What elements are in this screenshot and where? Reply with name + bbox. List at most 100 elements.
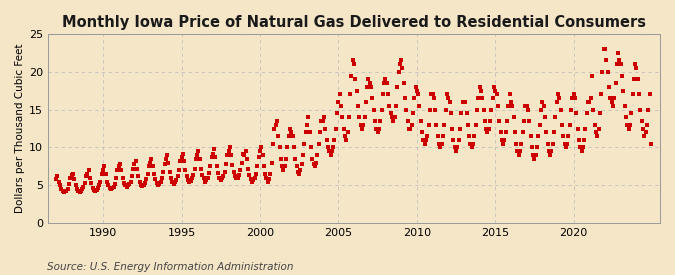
Point [132,166,142,171]
Text: Source: U.S. Energy Information Administration: Source: U.S. Energy Information Administ… [47,262,294,272]
Point [157,175,167,180]
Point [329,138,340,142]
Point [108,185,119,189]
Point [298,153,308,157]
Point [525,134,536,138]
Point [352,104,363,108]
Point [454,126,465,131]
Point [154,182,165,186]
Point [294,172,304,176]
Point [441,92,452,97]
Point [238,151,248,156]
Point [494,119,505,123]
Point [288,134,298,138]
Point [248,178,259,182]
Point [111,175,122,180]
Point [470,123,481,127]
Point [122,183,133,188]
Point [559,141,570,146]
Point [460,100,470,104]
Point [507,104,518,108]
Point [608,104,618,108]
Point [477,96,487,100]
Point [345,92,356,97]
Point [394,62,405,67]
Point [94,183,105,188]
Point [431,123,442,127]
Point [138,183,149,188]
Point [328,145,339,150]
Point [619,104,630,108]
Point [539,115,550,119]
Point [178,151,188,156]
Point [122,185,132,189]
Point [292,169,303,174]
Point [524,119,535,123]
Point [231,176,242,181]
Point [351,89,362,93]
Point [469,134,480,138]
Point [175,159,186,163]
Point [426,92,437,97]
Point [209,147,219,151]
Point [317,119,328,123]
Point [189,166,200,171]
Point [641,123,652,127]
Point [201,178,212,182]
Point [616,62,626,67]
Point [575,145,586,150]
Point [366,85,377,89]
Point [364,81,375,85]
Point [377,92,388,97]
Point [88,188,99,192]
Point [551,100,562,104]
Point [537,100,547,104]
Point [316,119,327,123]
Point [267,160,277,165]
Point [515,149,526,153]
Point [473,96,484,100]
Point [514,153,524,157]
Point [56,187,67,191]
Point [416,130,427,134]
Point [105,187,116,191]
Point [76,189,86,194]
Point [405,126,416,131]
Point [610,81,621,85]
Point [380,77,391,82]
Point [454,138,464,142]
Point [219,169,230,174]
Point [499,138,510,142]
Point [57,189,68,194]
Point [168,182,179,186]
Point [396,58,406,63]
Point [221,162,232,166]
Point [356,126,367,131]
Point [249,175,260,180]
Point [464,134,475,138]
Point [483,126,494,131]
Point [236,160,247,165]
Point [61,188,72,193]
Point [634,92,645,97]
Point [599,47,610,51]
Point [82,172,92,176]
Point [120,183,131,188]
Point [126,174,137,178]
Point [179,159,190,163]
Point [614,58,625,63]
Point [270,123,281,127]
Point [146,157,157,161]
Point [269,126,279,131]
Point [342,130,353,134]
Point [542,141,553,146]
Point [325,153,336,157]
Point [129,162,140,166]
Point [263,179,273,184]
Point [429,96,439,100]
Point [115,162,126,166]
Point [458,100,469,104]
Point [415,119,426,123]
Point [603,85,614,89]
Point [95,179,106,184]
